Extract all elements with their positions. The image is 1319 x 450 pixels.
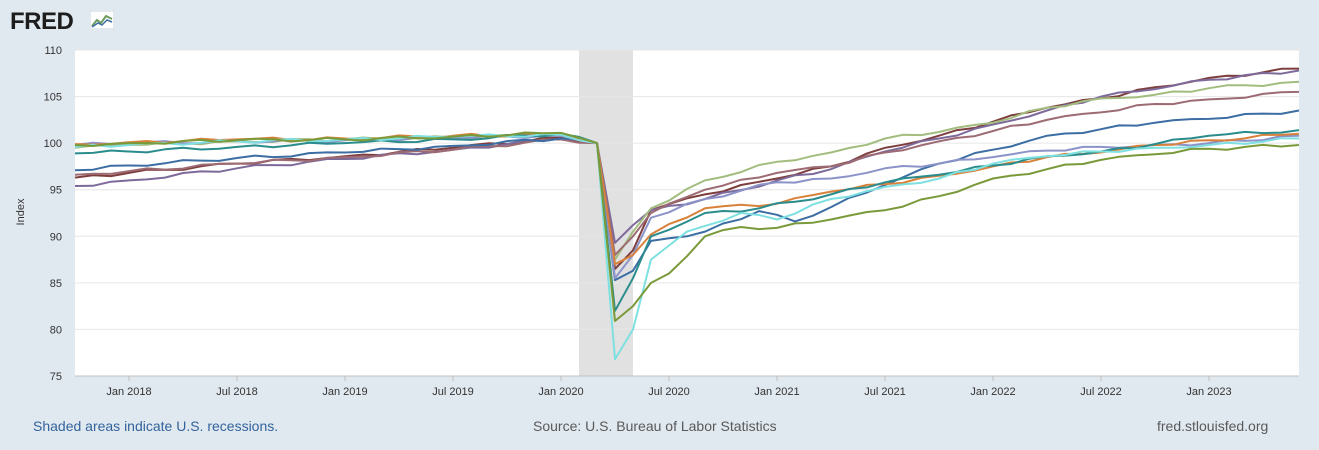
site-link[interactable]: fred.stlouisfed.org: [1157, 418, 1269, 434]
x-tick-label: Jan 2021: [754, 386, 799, 398]
x-tick-label: Jan 2019: [322, 386, 367, 398]
x-tick-label: Jan 2022: [970, 386, 1015, 398]
recession-note[interactable]: Shaded areas indicate U.S. recessions.: [33, 418, 279, 434]
y-tick-label: 85: [50, 278, 62, 290]
series-line-4: [74, 90, 1300, 256]
x-tick-label: Jan 2018: [106, 386, 151, 398]
chart-line-icon: [90, 11, 114, 29]
x-tick-label: Jan 2023: [1186, 386, 1231, 398]
x-tick-label: Jul 2018: [216, 386, 258, 398]
y-tick-label: 100: [44, 138, 62, 150]
line-chart: 75 80 85 90 95 100 105 110 Jan 2018 Jul 2018 Jan 2…: [15, 45, 1300, 398]
x-tick-label: Jul 2022: [1080, 386, 1122, 398]
series-line-5: [74, 109, 1300, 282]
y-tick-label: 105: [44, 92, 62, 104]
source-text: Source: U.S. Bureau of Labor Statistics: [533, 418, 777, 434]
plot-area: [75, 50, 1299, 376]
x-tick-label: Jul 2021: [864, 386, 906, 398]
x-tick-label: Jul 2019: [432, 386, 474, 398]
y-tick-label: 75: [50, 371, 62, 383]
y-tick-label: 90: [50, 231, 62, 243]
fred-logo[interactable]: FRED: [10, 8, 74, 35]
y-tick-label: 80: [50, 324, 62, 336]
x-tick-label: Jan 2020: [538, 386, 583, 398]
y-tick-label: 95: [50, 185, 62, 197]
y-axis-label: Index: [15, 198, 27, 225]
x-tick-label: Jul 2020: [648, 386, 690, 398]
series-line-10: [74, 131, 1300, 322]
y-tick-label: 110: [44, 45, 62, 57]
